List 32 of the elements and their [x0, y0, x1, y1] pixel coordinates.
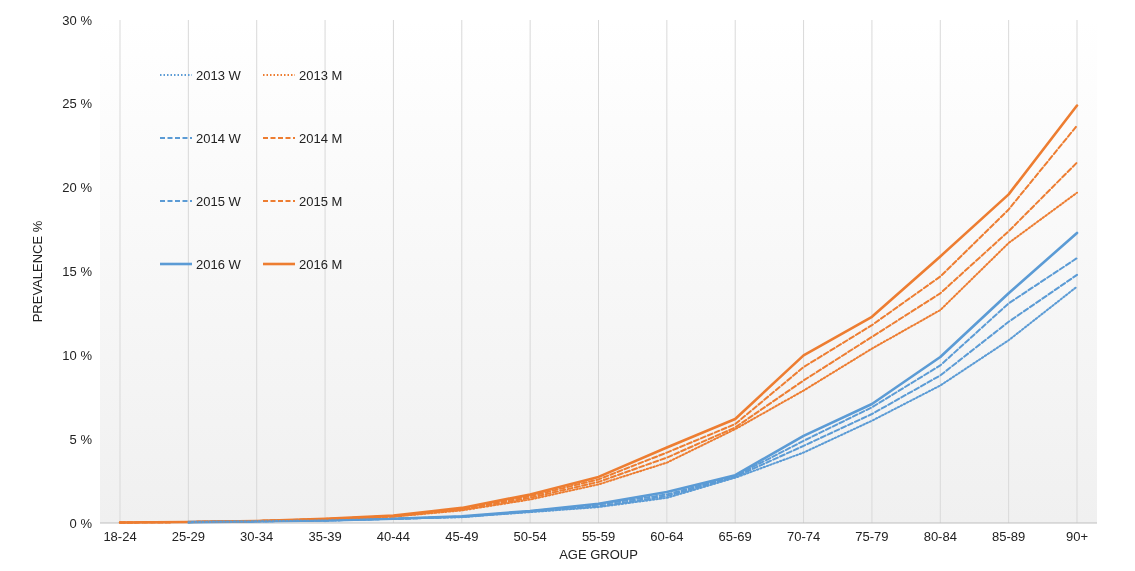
y-tick-label: 15 %: [62, 264, 93, 280]
y-tick-label: 30 %: [62, 12, 93, 28]
x-tick-label: 40-44: [376, 529, 411, 544]
legend-label: 2014 M: [299, 130, 343, 146]
legend-label: 2013 M: [299, 67, 343, 83]
x-tick-label: 45-49: [445, 529, 479, 544]
x-tick-label: 80-84: [923, 529, 957, 544]
x-tick-label: 90+: [1065, 529, 1089, 544]
legend-label: 2013 W: [196, 67, 242, 83]
y-tick-label: 20 %: [62, 180, 93, 196]
x-tick-label: 18-24: [103, 529, 137, 544]
x-tick-label: 85-89: [992, 529, 1026, 544]
y-tick-label: 10 %: [62, 347, 93, 363]
x-tick-label: 70-74: [786, 529, 821, 544]
x-tick-label: 50-54: [513, 529, 547, 544]
y-tick-label: 25 %: [62, 96, 93, 112]
legend-label: 2015 W: [196, 193, 242, 209]
legend-label: 2015 M: [299, 193, 343, 209]
x-tick-label: 75-79: [855, 529, 889, 544]
x-tick-label: 60-64: [650, 529, 684, 544]
legend-label: 2016 M: [299, 256, 343, 272]
y-tick-label: 5 %: [69, 431, 93, 447]
x-tick-label: 30-34: [240, 529, 274, 544]
x-tick-label: 65-69: [718, 529, 752, 544]
legend-label: 2014 W: [196, 130, 242, 146]
y-axis-title: PREVALENCE %: [30, 220, 45, 323]
x-axis-title: AGE GROUP: [559, 547, 638, 562]
legend-label: 2016 W: [196, 256, 242, 272]
x-tick-label: 25-29: [171, 529, 205, 544]
y-tick-label: 0 %: [69, 515, 93, 531]
x-tick-label: 35-39: [308, 529, 342, 544]
x-tick-label: 55-59: [581, 529, 616, 544]
